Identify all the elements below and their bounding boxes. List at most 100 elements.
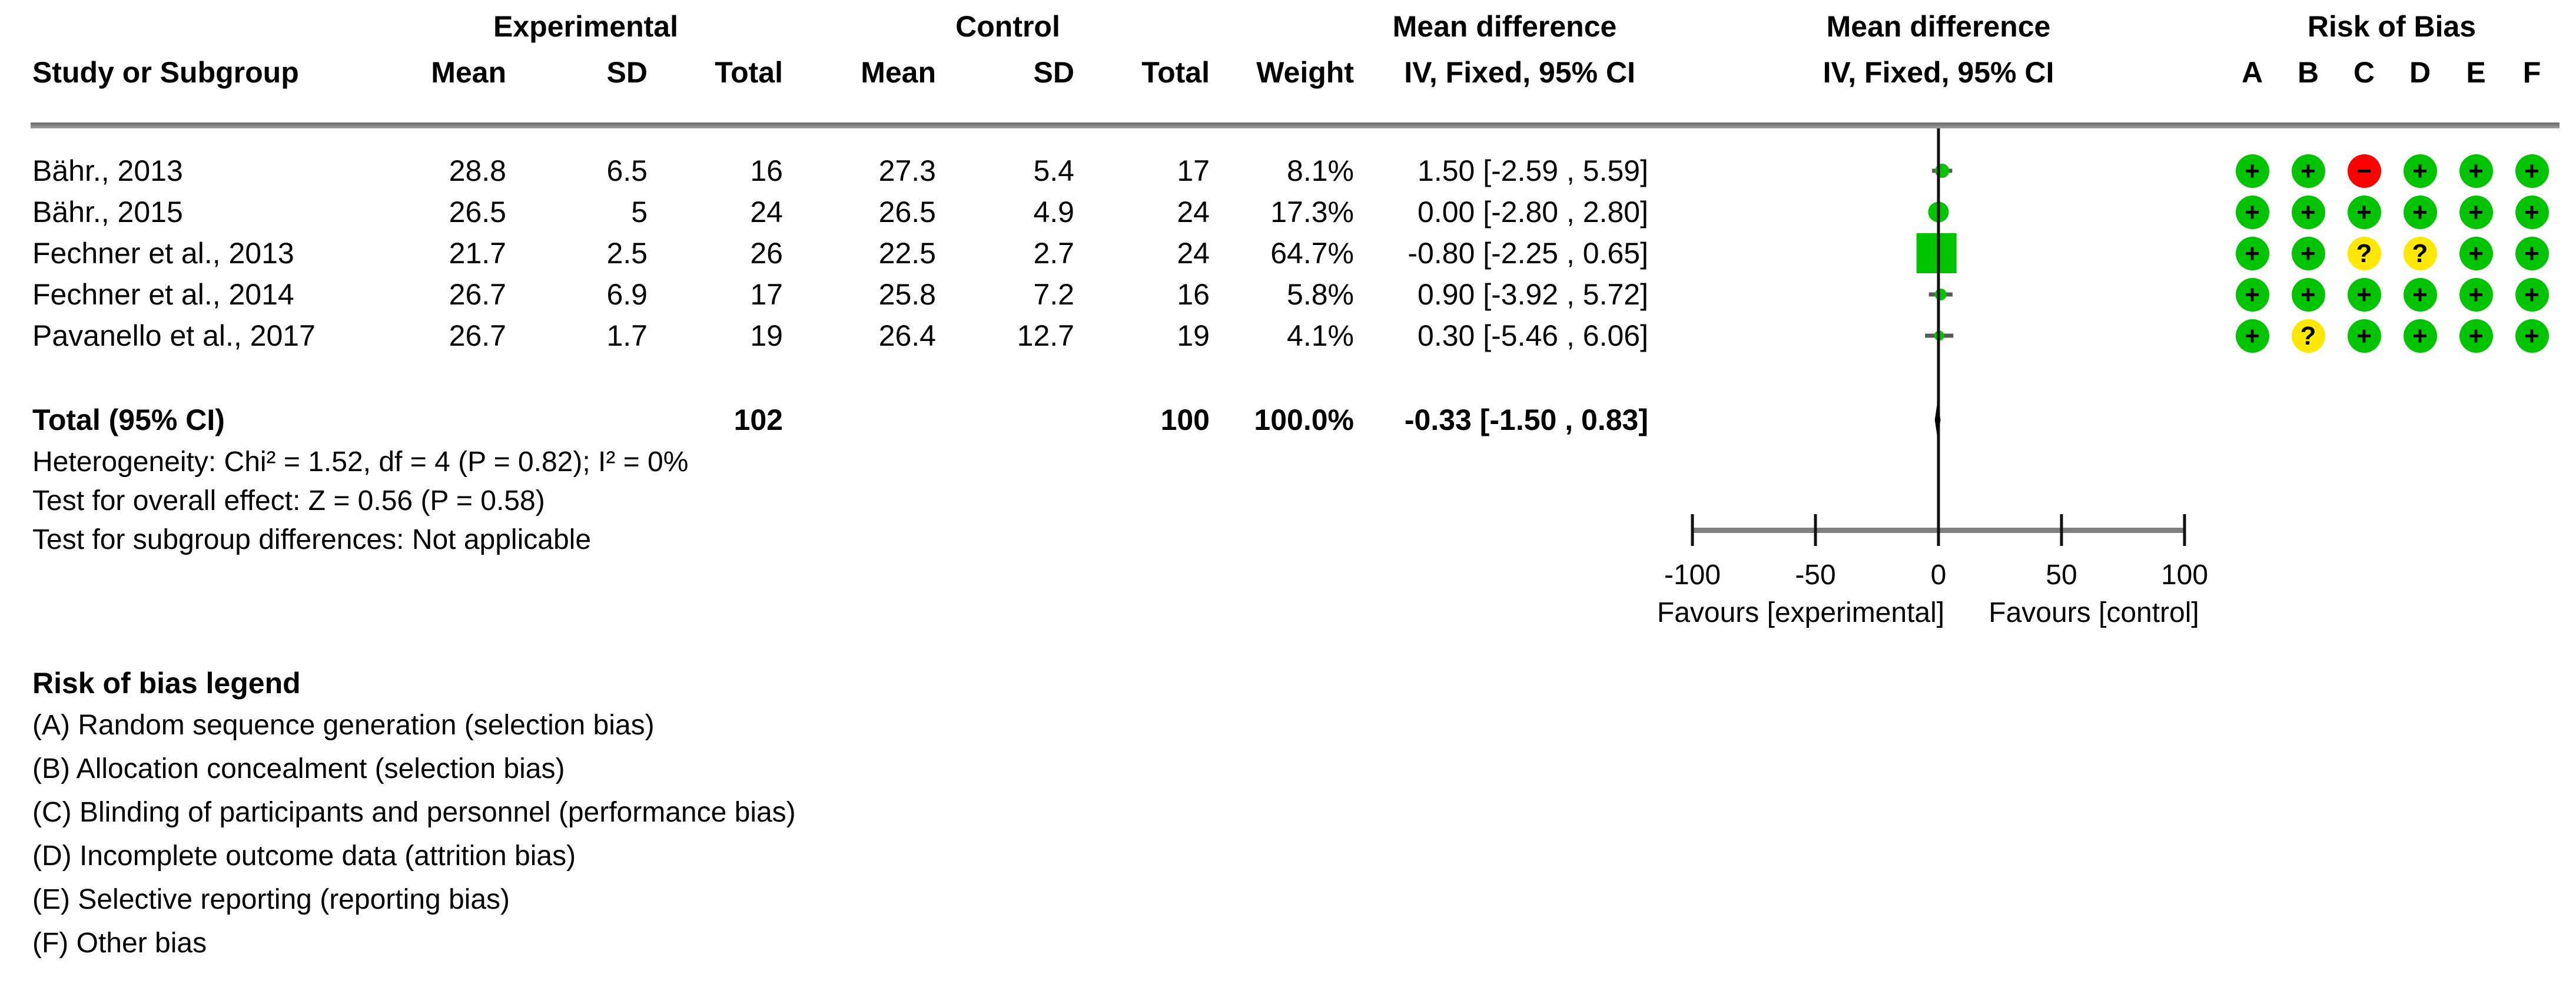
total-label: Total (95% CI)	[32, 403, 225, 436]
rob-low-risk-icon: +	[2403, 154, 2437, 188]
rob-low-risk-icon: +	[2459, 277, 2493, 312]
header-experimental-group: Experimental	[493, 10, 678, 43]
exp-sd: 5	[631, 196, 648, 229]
exp-mean: 21.7	[449, 237, 506, 270]
axis-tick	[2060, 514, 2063, 546]
exp-mean: 26.5	[449, 196, 506, 229]
total-exp-n: 102	[733, 403, 783, 436]
exp-sd: 2.5	[606, 237, 648, 270]
exp-total: 24	[750, 196, 783, 229]
column-header-total-ctl: Total	[1141, 56, 1210, 89]
rob-low-risk-icon: +	[2291, 277, 2325, 312]
header-risk-of-bias: Risk of Bias	[2307, 10, 2477, 43]
rob-low-risk-icon: +	[2235, 236, 2269, 270]
rob-low-risk-icon: +	[2291, 154, 2325, 188]
ctl-sd: 12.7	[1017, 319, 1074, 352]
ctl-total: 19	[1177, 319, 1210, 352]
axis-tick-label: -100	[1664, 559, 1721, 591]
ctl-mean: 25.8	[878, 278, 936, 311]
total-ci: -0.33 [-1.50 , 0.83]	[1404, 403, 1648, 436]
exp-sd: 1.7	[606, 319, 648, 352]
rob-legend-item-c: (C) Blinding of participants and personn…	[32, 797, 796, 828]
rob-legend-item-a: (A) Random sequence generation (selectio…	[32, 710, 655, 741]
rob-low-risk-icon: +	[2235, 195, 2269, 229]
rob-column-e: E	[2466, 56, 2486, 89]
weight-value: 5.8%	[1287, 278, 1354, 311]
ctl-mean: 22.5	[878, 237, 936, 270]
rob-column-b: B	[2297, 56, 2319, 89]
axis-tick-label: 100	[2161, 559, 2208, 591]
favours-right-label: Favours [control]	[1989, 597, 2199, 628]
subgroup-note: Test for subgroup differences: Not appli…	[32, 524, 592, 555]
rob-low-risk-icon: +	[2403, 277, 2437, 312]
rob-low-risk-icon: +	[2235, 154, 2269, 188]
weight-value: 64.7%	[1270, 237, 1354, 270]
rob-low-risk-icon: +	[2235, 319, 2269, 353]
exp-sd: 6.9	[606, 278, 648, 311]
rob-low-risk-icon: +	[2515, 195, 2549, 229]
total-ctl-n: 100	[1160, 403, 1210, 436]
column-header-mean-exp: Mean	[431, 56, 506, 89]
axis-tick-label: 50	[2046, 559, 2077, 591]
rob-low-risk-icon: +	[2459, 319, 2493, 353]
axis-tick	[1937, 514, 1940, 546]
rob-low-risk-icon: +	[2515, 236, 2549, 270]
rob-low-risk-icon: +	[2403, 195, 2437, 229]
column-header-ci-plot: IV, Fixed, 95% CI	[1823, 56, 2054, 89]
rob-low-risk-icon: +	[2235, 277, 2269, 312]
study-name: Pavanello et al., 2017	[32, 319, 316, 352]
rob-unclear-risk-icon: ?	[2291, 319, 2325, 353]
total-weight: 100.0%	[1254, 403, 1354, 436]
exp-mean: 26.7	[449, 319, 506, 352]
ctl-mean: 26.5	[878, 196, 936, 229]
ctl-mean: 26.4	[878, 319, 936, 352]
rob-legend-item-f: (F) Other bias	[32, 928, 207, 959]
weight-value: 4.1%	[1287, 319, 1354, 352]
rob-unclear-risk-icon: ?	[2403, 236, 2437, 270]
rob-low-risk-icon: +	[2291, 236, 2325, 270]
rob-legend-item-b: (B) Allocation concealment (selection bi…	[32, 753, 565, 784]
rob-low-risk-icon: +	[2459, 195, 2493, 229]
study-name: Bähr., 2013	[32, 154, 183, 187]
study-name: Fechner et al., 2013	[32, 237, 294, 270]
exp-total: 19	[750, 319, 783, 352]
exp-total: 26	[750, 237, 783, 270]
exp-mean: 26.7	[449, 278, 506, 311]
ci-value: 0.30 [-5.46 , 6.06]	[1418, 319, 1648, 352]
ci-value: -0.80 [-2.25 , 0.65]	[1407, 237, 1648, 270]
rob-low-risk-icon: +	[2459, 154, 2493, 188]
rob-low-risk-icon: +	[2403, 319, 2437, 353]
rob-legend-item-d: (D) Incomplete outcome data (attrition b…	[32, 840, 576, 872]
header-control-group: Control	[955, 10, 1060, 43]
rob-column-f: F	[2522, 56, 2541, 89]
rob-column-d: D	[2409, 56, 2431, 89]
exp-mean: 28.8	[449, 154, 506, 187]
header-separator-line	[31, 122, 2560, 128]
rob-column-a: A	[2241, 56, 2263, 89]
column-header-ci-text: IV, Fixed, 95% CI	[1404, 56, 1635, 89]
rob-low-risk-icon: +	[2347, 319, 2381, 353]
ctl-total: 24	[1177, 237, 1210, 270]
ctl-total: 17	[1177, 154, 1210, 187]
axis-tick	[1814, 514, 1817, 546]
header-mean-difference-text: Mean difference	[1392, 10, 1617, 43]
rob-low-risk-icon: +	[2515, 319, 2549, 353]
favours-left-label: Favours [experimental]	[1657, 597, 1944, 628]
rob-low-risk-icon: +	[2459, 236, 2493, 270]
axis-tick	[1691, 514, 1694, 546]
ci-value: 0.00 [-2.80 , 2.80]	[1418, 196, 1648, 229]
total-diamond	[1934, 400, 1941, 439]
column-header-weight: Weight	[1256, 56, 1354, 89]
weight-value: 8.1%	[1287, 154, 1354, 187]
ci-value: 1.50 [-2.59 , 5.59]	[1418, 154, 1648, 187]
column-header-sd-ctl: SD	[1033, 56, 1074, 89]
axis-tick-label: -50	[1795, 559, 1835, 591]
rob-low-risk-icon: +	[2515, 154, 2549, 188]
ctl-mean: 27.3	[878, 154, 936, 187]
study-name: Fechner et al., 2014	[32, 278, 294, 311]
rob-low-risk-icon: +	[2515, 277, 2549, 312]
rob-low-risk-icon: +	[2347, 195, 2381, 229]
ctl-sd: 7.2	[1033, 278, 1074, 311]
